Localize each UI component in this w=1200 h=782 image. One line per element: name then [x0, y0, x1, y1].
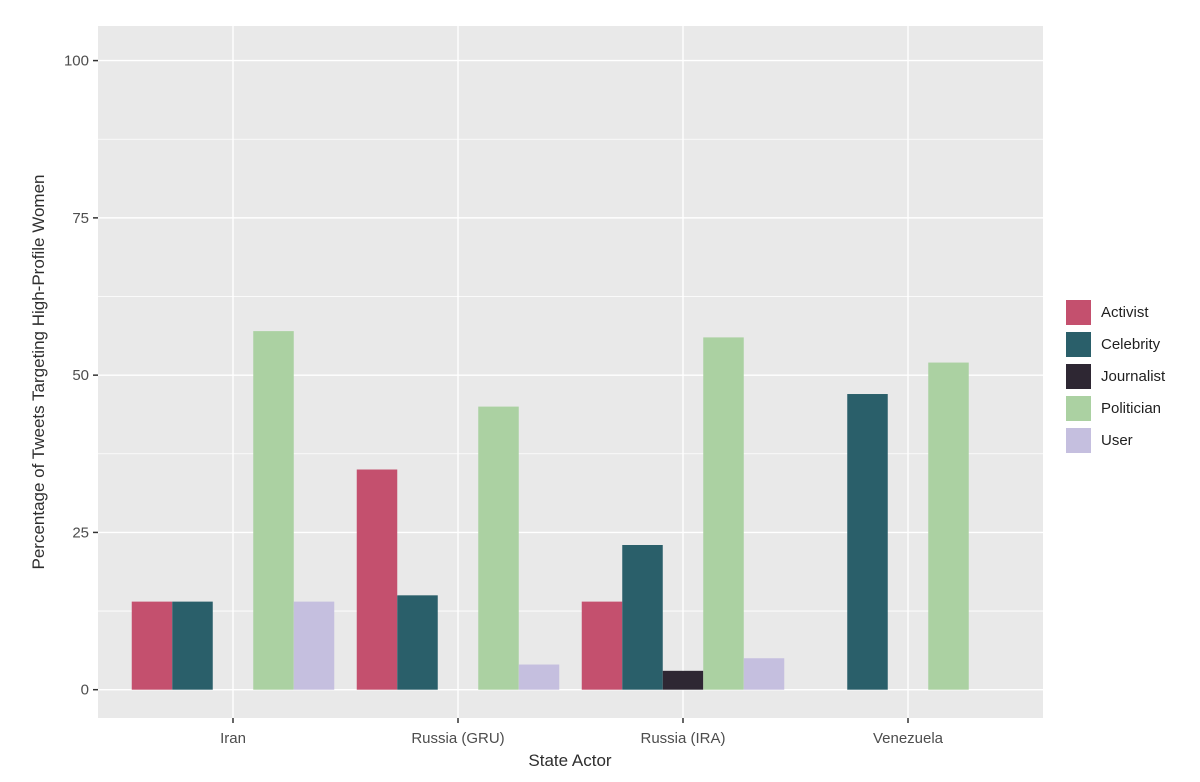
bar-activist-russia-ira: [581, 601, 623, 690]
legend-swatch-journalist: [1066, 364, 1091, 389]
bar-user-russia-ira: [743, 658, 785, 690]
legend-label-journalist: Journalist: [1101, 368, 1166, 385]
axis-tick-labels: 0 25 50 75 100 Iran Russia (GRU) Russia (IRA) Ve…: [64, 53, 944, 747]
legend-item-politician: Politician: [1066, 396, 1165, 421]
legend-swatch-politician: [1066, 396, 1091, 421]
y-tick-label-0: 0: [81, 682, 89, 699]
y-tick-label-50: 50: [72, 367, 89, 384]
bar-politician-iran: [253, 331, 294, 690]
x-tick-label-russia-gru: Russia (GRU): [411, 730, 504, 747]
y-axis-title: Percentage of Tweets Targeting High-Prof…: [29, 175, 48, 570]
bars: [131, 331, 969, 690]
bar-celebrity-russia-ira: [622, 545, 663, 690]
legend-item-user: User: [1066, 428, 1165, 453]
bar-celebrity-russia-gru: [397, 595, 438, 690]
axis-tick-marks: [93, 59, 909, 723]
legend-swatch-activist: [1066, 300, 1091, 325]
bar-politician-russia-ira: [703, 337, 744, 690]
legend-swatch-user: [1066, 428, 1091, 453]
x-axis-title: State Actor: [528, 751, 611, 770]
bar-celebrity-iran: [172, 601, 213, 690]
x-tick-label-russia-ira: Russia (IRA): [640, 730, 725, 747]
plot-panel: [98, 26, 1043, 718]
legend-item-journalist: Journalist: [1066, 364, 1165, 389]
bar-politician-russia-gru: [478, 406, 519, 690]
legend-swatch-celebrity: [1066, 332, 1091, 357]
legend-label-celebrity: Celebrity: [1101, 336, 1161, 353]
legend-label-politician: Politician: [1101, 400, 1162, 417]
legend: Activist Celebrity Journalist Politician Use…: [1066, 300, 1165, 460]
x-tick-label-iran: Iran: [220, 730, 246, 747]
x-tick-label-venezuela: Venezuela: [873, 730, 944, 747]
bar-activist-iran: [131, 601, 173, 690]
bar-journalist-russia-ira: [662, 670, 704, 690]
y-tick-label-25: 25: [72, 524, 89, 541]
legend-label-activist: Activist: [1101, 304, 1149, 321]
bar-user-iran: [293, 601, 335, 690]
bar-celebrity-venezuela: [847, 394, 888, 690]
legend-label-user: User: [1101, 432, 1133, 449]
bar-activist-russia-gru: [356, 469, 398, 690]
legend-item-activist: Activist: [1066, 300, 1165, 325]
bar-user-russia-gru: [518, 664, 560, 690]
legend-item-celebrity: Celebrity: [1066, 332, 1165, 357]
y-tick-label-100: 100: [64, 53, 89, 70]
panel-background: [98, 26, 1043, 718]
y-tick-label-75: 75: [72, 210, 89, 227]
bar-politician-venezuela: [928, 362, 969, 690]
